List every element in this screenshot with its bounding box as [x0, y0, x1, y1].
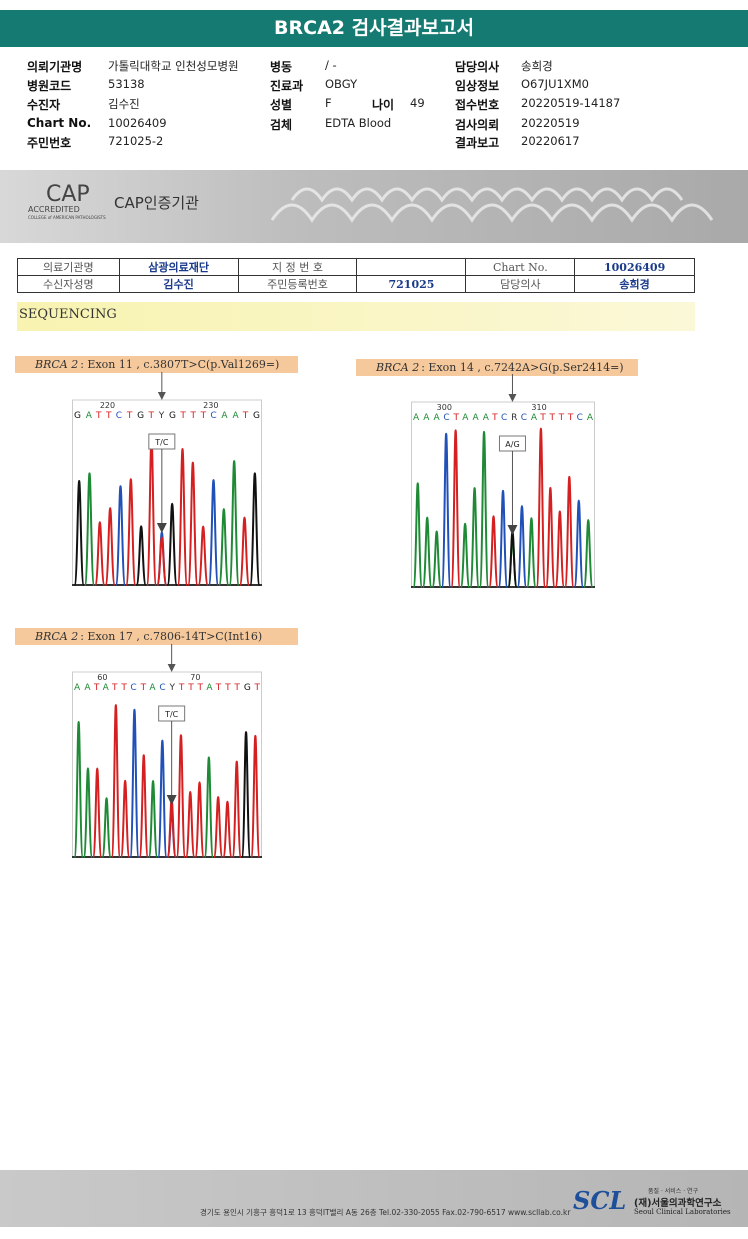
field-label: 접수번호 — [455, 98, 500, 112]
field-label: 의뢰기관명 — [27, 60, 83, 74]
field-value: O67JU1XM0 — [521, 77, 589, 91]
position: 60 — [97, 673, 107, 682]
cell: 김수진 — [118, 275, 239, 293]
cell: 송희경 — [574, 275, 695, 293]
cloud-pattern — [270, 187, 714, 223]
field-value: 20220519 — [521, 116, 580, 130]
variant-label: BRCA 2: Exon 14 , c.7242A>G(p.Ser2414=) — [356, 359, 638, 376]
call: A/G — [505, 440, 519, 449]
gene: BRCA 2 — [35, 630, 79, 643]
cap-banner: CAP ACCREDITED COLLEGE of AMERICAN PATHO… — [0, 170, 748, 243]
trace — [73, 720, 215, 858]
motto: 품질 · 서비스 · 연구 — [648, 1188, 699, 1195]
section-bar — [17, 302, 695, 331]
title: BRCA2 검사결과보고서 — [274, 17, 474, 39]
field-label: 병원코드 — [27, 79, 72, 93]
field-label: 병동 — [270, 60, 293, 74]
variant: : Exon 14 , c.7242A>G(p.Ser2414=) — [421, 361, 624, 374]
field-value: F — [325, 96, 332, 110]
header-bar — [0, 10, 748, 47]
frame — [72, 671, 262, 858]
variant: : Exon 17 , c.7806-14T>C(Int16) — [80, 630, 263, 643]
field-label: 수진자 — [27, 98, 61, 112]
address: 경기도 용인시 기흥구 흥덕1로 13 흥덕IT밸리 A동 26층 Tel.02… — [200, 1208, 571, 1217]
cell: 삼광의료재단 — [118, 258, 239, 276]
arrow-head — [508, 394, 517, 402]
field-value: 49 — [410, 96, 425, 110]
cell: 지 정 번 호 — [237, 258, 358, 276]
field-label: 주민번호 — [27, 136, 72, 150]
cell: 수신자성명 — [17, 275, 120, 293]
cell: Chart No. — [465, 258, 576, 276]
trace — [450, 427, 575, 588]
field-value: 송희경 — [521, 59, 553, 73]
arrow-head — [167, 664, 176, 672]
org-name-en: Seoul Clinical Laboratories — [634, 1208, 731, 1216]
frame — [72, 399, 262, 586]
call: T/C — [164, 710, 179, 719]
field-value: 김수진 — [108, 97, 140, 111]
variant-label: BRCA 2: Exon 11 , c.3807T>C(p.Val1269=) — [15, 356, 298, 373]
field-label: 담당의사 — [455, 60, 500, 74]
position: 230 — [203, 401, 218, 410]
cell: 담당의사 — [465, 275, 576, 293]
cell — [356, 258, 467, 276]
trace — [240, 731, 252, 858]
field-label: Chart No. — [27, 116, 92, 130]
trace — [73, 472, 261, 586]
field-value: 721025-2 — [108, 134, 164, 148]
field-label: 검체 — [270, 118, 293, 132]
cap-college: COLLEGE of AMERICAN PATHOLOGISTS — [28, 215, 106, 220]
field-label: 결과보고 — [455, 136, 500, 150]
trace — [83, 460, 240, 586]
arrow-head — [156, 523, 167, 533]
field-value: 53138 — [108, 77, 145, 91]
field-value: 20220519-14187 — [521, 96, 621, 110]
arrow-head — [507, 525, 518, 535]
gene: BRCA 2 — [35, 358, 79, 371]
arrow-head — [157, 392, 166, 400]
cap-label: CAP인증기관 — [114, 194, 199, 212]
field-label: 성별 — [270, 98, 293, 112]
position: 70 — [190, 673, 200, 682]
arrow-head — [166, 795, 177, 805]
footer-band — [0, 1170, 748, 1227]
section-title: SEQUENCING — [19, 307, 117, 322]
trace — [440, 432, 585, 588]
field-value: 가톨릭대학교 인천성모병원 — [108, 59, 239, 73]
position: 310 — [531, 403, 546, 412]
cell: 721025 — [356, 275, 467, 293]
org-name: (재)서울의과학연구소 — [634, 1198, 722, 1209]
cap-logo: CAP — [46, 182, 90, 207]
chromatogram: A A T A T T C T A C Y T T T A T T T G T60 70 T/C — [72, 644, 262, 858]
field-label: 임상정보 — [455, 79, 500, 93]
cell: 주민등록번호 — [237, 275, 358, 293]
cell: 의료기관명 — [17, 258, 120, 276]
position: 220 — [100, 401, 115, 410]
cell: 10026409 — [574, 258, 695, 276]
scl-logo: SCL — [573, 1186, 627, 1215]
field-label: 진료과 — [270, 79, 304, 93]
field-value: EDTA Blood — [325, 116, 392, 130]
summary-table: 의료기관명 삼광의료재단 지 정 번 호 Chart No. 10026409 … — [17, 258, 695, 293]
variant: : Exon 11 , c.3807T>C(p.Val1269=) — [80, 358, 280, 371]
variant-label: BRCA 2: Exon 17 , c.7806-14T>C(Int16) — [15, 628, 298, 645]
position: 300 — [437, 403, 452, 412]
field-value: OBGY — [325, 77, 358, 91]
field-label: 나이 — [372, 98, 395, 112]
gene: BRCA 2 — [376, 361, 420, 374]
field-value: 10026409 — [108, 116, 167, 130]
field-label: 검사의뢰 — [455, 118, 500, 132]
field-value: / - — [325, 58, 337, 72]
cap-accredited: ACCREDITED — [28, 205, 80, 214]
call: T/C — [154, 438, 169, 447]
field-value: 20220617 — [521, 134, 580, 148]
